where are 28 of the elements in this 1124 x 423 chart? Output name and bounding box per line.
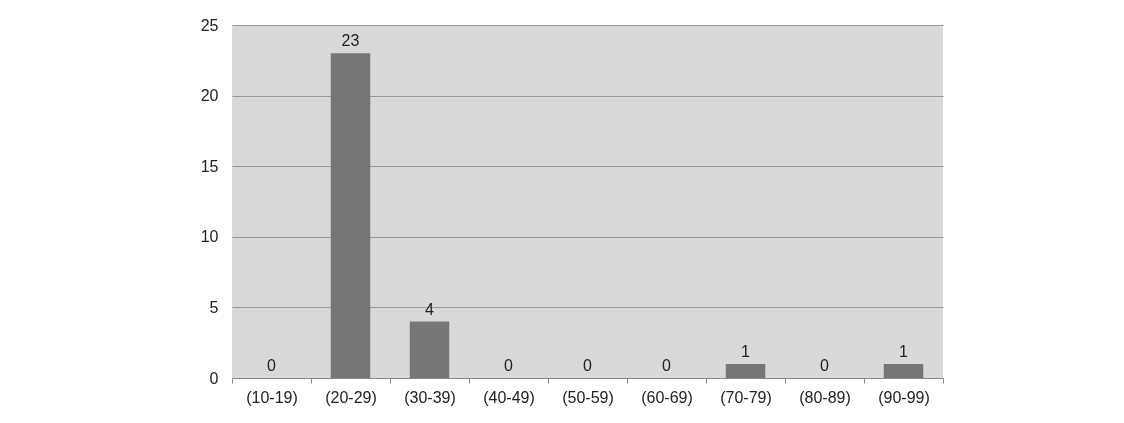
y-tick-label: 5 xyxy=(209,298,219,316)
x-tick-label: (70-79) xyxy=(720,388,772,406)
x-tick-label: (40-49) xyxy=(483,388,535,406)
data-label: 0 xyxy=(504,357,514,374)
bar xyxy=(330,53,371,378)
data-label: 23 xyxy=(341,32,360,50)
y-tick-label: 0 xyxy=(209,369,219,387)
x-tick-label: (60-69) xyxy=(641,388,693,406)
x-tick-label: (20-29) xyxy=(325,388,377,406)
bar xyxy=(409,321,450,378)
data-label: 1 xyxy=(741,342,751,360)
x-tick-label: (10-19) xyxy=(246,388,298,406)
x-tick-label: (50-59) xyxy=(562,388,614,406)
y-tick-label: 25 xyxy=(200,16,219,34)
bar xyxy=(883,363,924,378)
y-tick-label: 15 xyxy=(200,157,219,175)
data-label: 4 xyxy=(425,300,435,318)
data-label: 0 xyxy=(820,357,830,374)
data-label: 0 xyxy=(662,357,672,374)
data-label: 0 xyxy=(267,357,277,374)
bar xyxy=(725,363,766,378)
y-tick-label: 20 xyxy=(200,87,219,105)
y-tick-label: 10 xyxy=(200,228,219,246)
data-label: 0 xyxy=(583,357,593,374)
data-label: 1 xyxy=(899,342,909,360)
x-tick-label: (90-99) xyxy=(878,388,930,406)
x-tick-label: (30-39) xyxy=(404,388,456,406)
x-tick-label: (80-89) xyxy=(799,388,851,406)
